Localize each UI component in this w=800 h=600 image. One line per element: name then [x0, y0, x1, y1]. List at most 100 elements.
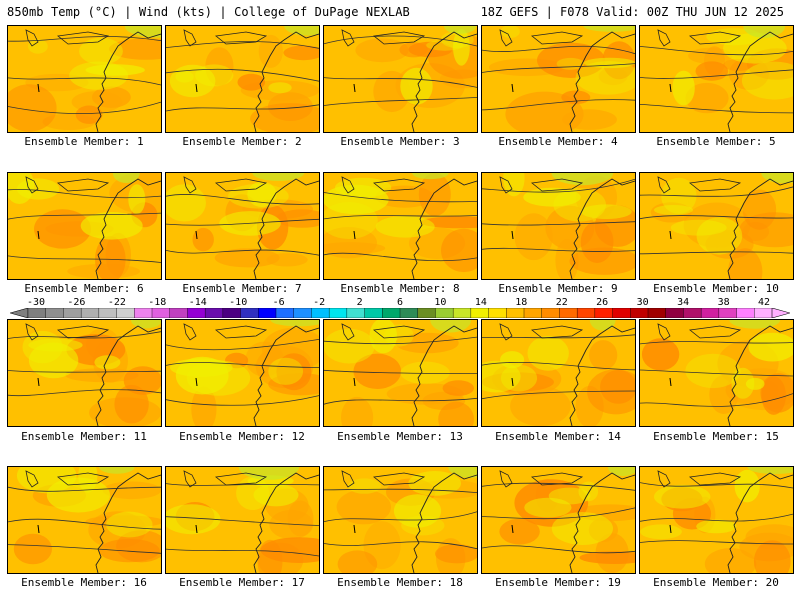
ensemble-map-panel [481, 172, 636, 280]
warm-temperature-region [337, 550, 378, 573]
isotherm-contour [166, 194, 319, 205]
colorbar-segment [275, 308, 295, 318]
ensemble-member-label: Ensemble Member: 3 [340, 135, 460, 148]
coastline [411, 472, 477, 573]
colorbar-tick-label: 34 [677, 297, 690, 308]
lake-outline [373, 31, 426, 45]
lake-outline [25, 323, 39, 341]
isotherm-contour [324, 252, 477, 262]
coastline [569, 325, 635, 426]
cool-north-region [430, 320, 472, 333]
lake-outline [183, 323, 197, 341]
isotherm-contour [324, 97, 477, 106]
cool-north-region [99, 467, 135, 474]
isotherm-contour [640, 513, 793, 522]
ensemble-member-label: Ensemble Member: 2 [182, 135, 302, 148]
isotherm-contour [166, 68, 319, 82]
temperature-map [640, 320, 793, 426]
warm-temperature-region [75, 105, 103, 124]
colorbar-tick-label: 30 [636, 297, 649, 308]
warm-temperature-region [192, 227, 214, 252]
colorbar-segment [328, 308, 348, 318]
warm-temperature-region [641, 338, 680, 371]
coastline [253, 178, 319, 279]
isotherm-contour [482, 507, 635, 520]
isotherm-contour [8, 212, 161, 220]
isotherm-contour [640, 393, 793, 407]
colorbar-segment [647, 308, 667, 318]
coastline [727, 325, 793, 426]
cool-north-region [124, 26, 161, 38]
coastline [727, 472, 793, 573]
ensemble-member-label: Ensemble Member: 17 [179, 576, 305, 589]
cool-temperature-region [80, 212, 143, 240]
colorbar-segment [665, 308, 684, 318]
colorbar-segment [612, 308, 631, 318]
colorbar-tick-label: -14 [188, 297, 207, 308]
isotherm-contour [482, 99, 635, 111]
colorbar-labels: -30 -26 -22 -18 -14 -10 -6 -2 2 6 10 14 18 22 26 30 34 38… [10, 297, 790, 309]
ensemble-member-label: Ensemble Member: 9 [498, 282, 618, 295]
colorbar-tick-label: 6 [396, 297, 404, 308]
ensemble-map-panel [7, 172, 162, 280]
isotherm-contour [324, 77, 477, 88]
warm-temperature-region [341, 396, 374, 426]
isotherm-contour [640, 104, 793, 114]
cool-temperature-region [524, 497, 572, 518]
warm-temperature-region [95, 236, 126, 279]
coastline [411, 178, 477, 279]
lake-outline [657, 29, 671, 47]
cool-temperature-region [401, 515, 445, 536]
cool-north-region [443, 26, 477, 34]
cool-temperature-region [195, 64, 234, 87]
cool-north-region [112, 173, 140, 183]
warm-temperature-region [283, 45, 319, 61]
cool-temperature-region [166, 184, 206, 222]
colorbar-segment [222, 308, 242, 318]
isotherm-contour [324, 336, 477, 345]
cool-temperature-region [734, 469, 760, 503]
lake-outline [499, 176, 513, 194]
colorbar-tick-label: 22 [555, 297, 568, 308]
temperature-map [324, 320, 477, 426]
ensemble-map-panel [165, 172, 320, 280]
lake-outline [657, 470, 671, 488]
cool-temperature-region [175, 356, 229, 395]
isotherm-contour [166, 516, 319, 526]
isotherm-contour [640, 369, 793, 377]
warm-temperature-region [34, 209, 91, 249]
temperature-map [482, 173, 635, 279]
cool-temperature-region [453, 29, 470, 66]
colorbar-segment [435, 308, 454, 318]
colorbar-segment [151, 308, 171, 318]
isotherm-contour [482, 545, 635, 554]
warm-temperature-region [572, 504, 635, 522]
colorbar-segment [134, 308, 153, 318]
ensemble-map-panel [165, 319, 320, 427]
warm-temperature-region [589, 340, 618, 371]
warm-temperature-region [499, 518, 540, 545]
cool-temperature-region [640, 524, 682, 540]
colorbar-segment [311, 308, 330, 318]
cool-temperature-region [575, 61, 635, 95]
cool-north-region [448, 467, 477, 478]
temperature-map [166, 467, 319, 573]
colorbar-segment [293, 308, 312, 318]
coastline [411, 325, 477, 426]
colorbar-segment [736, 308, 755, 318]
warm-temperature-region [250, 103, 319, 132]
lake-outline [215, 472, 268, 486]
cool-temperature-region [268, 357, 304, 385]
warm-temperature-region [587, 369, 635, 415]
warm-temperature-region [8, 84, 57, 132]
cool-temperature-region [85, 64, 145, 76]
colorbar-tick-label: -30 [26, 297, 46, 308]
ensemble-member-label: Ensemble Member: 20 [653, 576, 779, 589]
temperature-map [324, 173, 477, 279]
isotherm-contour [8, 36, 161, 42]
warm-temperature-region [683, 202, 751, 248]
isotherm-contour [324, 369, 477, 374]
lake-outline [531, 472, 584, 486]
isotherm-contour [8, 486, 161, 492]
cool-temperature-region [28, 39, 48, 54]
